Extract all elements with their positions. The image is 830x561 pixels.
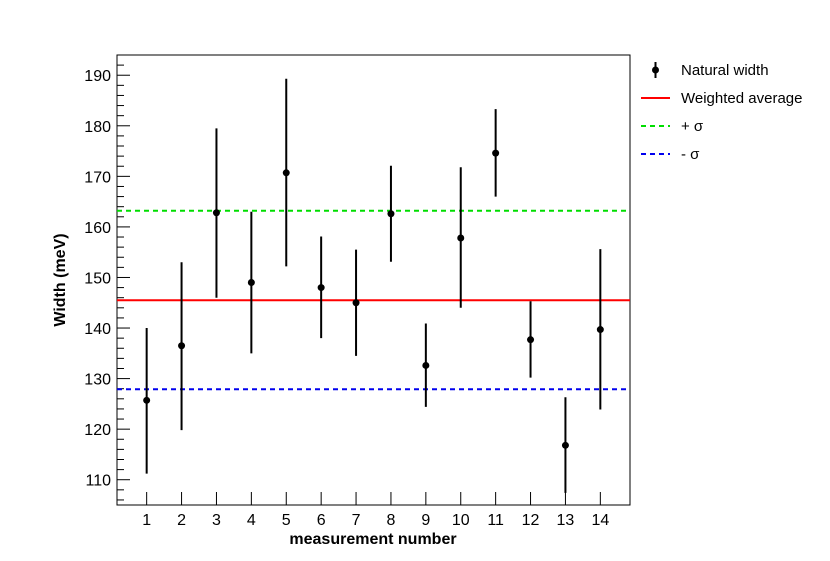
data-point [212,209,220,217]
legend-swatch-marker [652,66,659,74]
x-axis: 1 2 3 4 5 6 7 8 9 10 11 12 13 14 [142,492,609,529]
legend: Natural width Weighted average + σ - σ [641,62,802,163]
y-tick-label: 150 [84,270,111,287]
y-axis-title: Width (meV) [52,233,69,326]
y-tick-label: 170 [84,169,111,186]
x-tick-label: 13 [557,512,575,529]
y-tick-label: 120 [84,422,111,439]
data-point [143,396,151,404]
y-tick-label: 140 [84,321,111,338]
y-axis: 110 120 130 140 150 160 170 180 190 [84,54,130,501]
data-point [282,169,290,177]
plot-frame [116,54,631,506]
x-tick-label: 7 [352,512,361,529]
data-point [596,326,604,334]
data-point [317,284,325,292]
x-tick-label: 8 [386,512,395,529]
data-point [352,299,360,307]
data-point [527,336,535,344]
x-tick-label: 2 [177,512,186,529]
data-point [387,210,395,218]
data-point [492,149,500,157]
data-point [178,342,186,350]
x-tick-label: 12 [522,512,540,529]
legend-label: - σ [681,146,700,163]
data-point [457,234,465,242]
y-tick-label: 160 [84,220,111,237]
y-tick-label: 110 [85,473,111,490]
x-tick-label: 11 [487,512,504,529]
data-point [247,279,255,287]
data-points [143,78,604,493]
x-tick-label: 3 [212,512,221,529]
legend-label: Weighted average [681,90,802,107]
y-tick-label: 190 [84,68,111,85]
x-tick-label: 6 [317,512,326,529]
y-tick-label: 130 [84,372,111,389]
data-point [561,441,569,449]
y-tick-label: 180 [84,119,111,136]
legend-label: Natural width [681,62,769,79]
data-point [422,361,430,369]
legend-label: + σ [681,118,704,135]
x-tick-label: 4 [247,512,256,529]
reference-lines [117,209,630,391]
x-tick-label: 9 [421,512,430,529]
x-tick-label: 1 [142,512,151,529]
x-axis-title: measurement number [289,531,456,548]
x-tick-label: 5 [282,512,291,529]
x-tick-label: 10 [452,512,470,529]
x-tick-label: 14 [591,512,609,529]
